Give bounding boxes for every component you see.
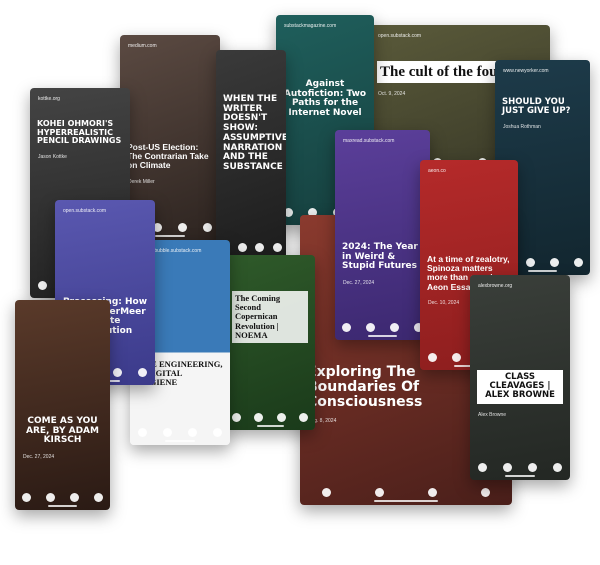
action-icon [153, 223, 162, 232]
article-card: WHEN THE WRITER DOESN'T SHOW: ASSUMPTIVE… [216, 50, 286, 260]
action-icon [163, 428, 172, 437]
article-title: KOHEI OHMORI'S HYPERREALISTIC PENCIL DRA… [37, 119, 122, 146]
article-title: 2024: The Year in Weird & Stupid Futures [342, 242, 418, 272]
action-icon [276, 413, 286, 422]
article-card: alexbrowne.org CLASS CLEAVAGES | ALEX BRO… [470, 275, 570, 480]
article-card: The Coming Second Copernican Revolution … [225, 255, 315, 430]
article-meta: Dec. 27, 2024 [23, 454, 55, 460]
action-icon [428, 488, 437, 497]
action-icon [553, 463, 562, 472]
home-indicator [155, 235, 185, 237]
source-domain: alexbrowne.org [478, 283, 513, 289]
article-title: At a time of zealotry, Spinoza matters m… [427, 254, 510, 292]
action-icon [254, 413, 264, 422]
article-meta: Dec. 10, 2024 [428, 300, 460, 306]
action-icon [203, 223, 212, 232]
action-icon [272, 243, 282, 252]
article-meta: Aug. 8, 2024 [308, 418, 337, 424]
action-icon [299, 413, 309, 422]
article-meta: Jason Kottke [38, 154, 67, 160]
action-icon [366, 323, 376, 332]
action-icons [225, 413, 315, 422]
article-meta: Oct. 9, 2024 [378, 91, 406, 97]
action-icon [46, 493, 56, 502]
article-meta: Derek Miller [128, 179, 155, 185]
source-domain: open.substack.com [378, 33, 422, 39]
source-domain: substackmagazine.com [284, 23, 337, 29]
action-icon [283, 208, 293, 217]
source-domain: thetechbubble.substack.com [138, 248, 202, 254]
article-title: The Coming Second Copernican Revolution … [232, 291, 308, 343]
article-title: Against Autofiction: Two Paths for the I… [283, 79, 367, 119]
action-icon [322, 488, 331, 497]
article-card: maxread.substack.com 2024: The Year in We… [335, 130, 430, 340]
action-icon [93, 493, 103, 502]
home-indicator [528, 270, 557, 272]
action-icon [342, 323, 352, 332]
action-icon [22, 493, 32, 502]
home-indicator [454, 365, 484, 367]
source-domain: maxread.substack.com [343, 138, 395, 144]
article-title: Exploring The Boundaries Of Consciousnes… [307, 364, 423, 411]
action-icons [470, 463, 570, 472]
source-domain: kottke.org [38, 96, 60, 102]
action-icons [130, 428, 230, 437]
article-card: COME AS YOU ARE, BY ADAM KIRSCH Dec. 27, … [15, 300, 110, 510]
article-card: aeon.co At a time of zealotry, Spinoza ma… [420, 160, 518, 370]
action-icon [481, 488, 490, 497]
action-icon [178, 223, 187, 232]
action-icon [138, 428, 147, 437]
action-icon [478, 463, 487, 472]
action-icon [375, 488, 384, 497]
action-icon [413, 323, 423, 332]
action-icon [213, 428, 222, 437]
article-meta: Dec. 27, 2024 [343, 280, 375, 286]
action-icon [503, 463, 512, 472]
action-icon [188, 428, 197, 437]
action-icon [549, 258, 559, 267]
action-icons [335, 323, 430, 332]
action-icon [113, 368, 122, 377]
action-icon [528, 463, 537, 472]
article-meta: Joshua Rothman [503, 124, 541, 130]
article-title: CLASS CLEAVAGES | ALEX BROWNE [477, 370, 563, 404]
action-icon [389, 323, 399, 332]
action-icons [300, 488, 512, 497]
article-title: LIFE ENGINEERING, & DIGITAL HYGIENE [137, 359, 223, 388]
action-icon [237, 243, 247, 252]
action-icon [231, 413, 241, 422]
action-icons [15, 493, 110, 502]
home-indicator [48, 505, 77, 507]
source-domain: www.newyorker.com [503, 68, 549, 74]
action-icon [427, 353, 437, 362]
article-meta: Alex Browne [478, 412, 507, 418]
article-title: COME AS YOU ARE, BY ADAM KIRSCH [26, 416, 99, 446]
action-icon [138, 368, 147, 377]
action-icon [69, 493, 79, 502]
home-indicator [505, 475, 535, 477]
action-icon [526, 258, 536, 267]
action-icon [255, 243, 265, 252]
article-title: SHOULD YOU JUST GIVE UP? [502, 97, 571, 117]
home-indicator [165, 440, 195, 442]
action-icon [573, 258, 583, 267]
article-title: WHEN THE WRITER DOESN'T SHOW: ASSUMPTIVE… [223, 94, 286, 173]
action-icon [308, 208, 318, 217]
source-domain: medium.com [128, 43, 157, 49]
action-icon [38, 281, 47, 290]
home-indicator [374, 500, 438, 502]
home-indicator [256, 425, 284, 427]
action-icon [452, 353, 462, 362]
source-domain: open.substack.com [63, 208, 107, 214]
home-indicator [368, 335, 397, 337]
source-domain: aeon.co [428, 168, 446, 174]
article-title: Post-US Election: The Contrarian Take on… [127, 142, 209, 171]
